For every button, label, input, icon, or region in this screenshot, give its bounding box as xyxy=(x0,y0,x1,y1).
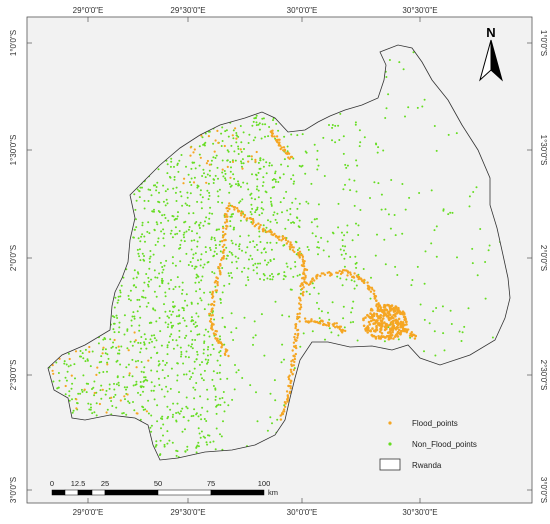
right-latitude-label: 2°30'0"S xyxy=(539,360,548,391)
right-latitude-label: 3°0'0"S xyxy=(539,477,548,503)
scale-label: 0 xyxy=(50,479,54,488)
legend: Flood_points Non_Flood_points Rwanda xyxy=(379,419,477,471)
north-letter: N xyxy=(486,25,495,40)
legend-rwanda-symbol xyxy=(379,458,401,471)
bottom-longitude-label: 30°30'0"E xyxy=(402,508,437,517)
top-longitude-label: 30°30'0"E xyxy=(402,6,437,15)
right-latitude-label: 1°0'0"S xyxy=(539,30,548,56)
scale-label: 12.5 xyxy=(71,479,86,488)
left-latitude-label: 3°0'0"S xyxy=(9,477,18,503)
north-arrow-icon: N xyxy=(479,25,503,82)
legend-flood-label: Flood_points xyxy=(412,419,458,428)
bottom-longitude-label: 30°0'0"E xyxy=(287,508,318,517)
scale-label: 75 xyxy=(207,479,215,488)
legend-nonflood-symbol xyxy=(388,442,392,446)
right-latitude-label: 1°30'0"S xyxy=(539,135,548,166)
left-latitude-label: 1°0'0"S xyxy=(9,30,18,56)
top-longitude-label: 30°0'0"E xyxy=(287,6,318,15)
legend-rwanda-label: Rwanda xyxy=(412,461,442,470)
legend-flood-symbol xyxy=(388,421,392,425)
left-latitude-label: 1°30'0"S xyxy=(9,135,18,166)
legend-nonflood-label: Non_Flood_points xyxy=(412,440,477,449)
left-latitude-label: 2°30'0"S xyxy=(9,360,18,391)
axis-ticks xyxy=(27,17,532,503)
scale-bar: 0 12.5 25 50 75 100 km xyxy=(50,479,278,497)
scale-label: 50 xyxy=(154,479,162,488)
scale-label: 25 xyxy=(101,479,109,488)
top-longitude-label: 29°30'0"E xyxy=(170,6,205,15)
right-latitude-label: 2°0'0"S xyxy=(539,245,548,271)
points-layer xyxy=(48,51,501,459)
left-latitude-label: 2°0'0"S xyxy=(9,245,18,271)
scale-label: 100 xyxy=(258,479,271,488)
bottom-longitude-label: 29°0'0"E xyxy=(73,508,104,517)
bottom-longitude-label: 29°30'0"E xyxy=(170,508,205,517)
top-longitude-label: 29°0'0"E xyxy=(73,6,104,15)
scale-unit: km xyxy=(268,488,278,497)
